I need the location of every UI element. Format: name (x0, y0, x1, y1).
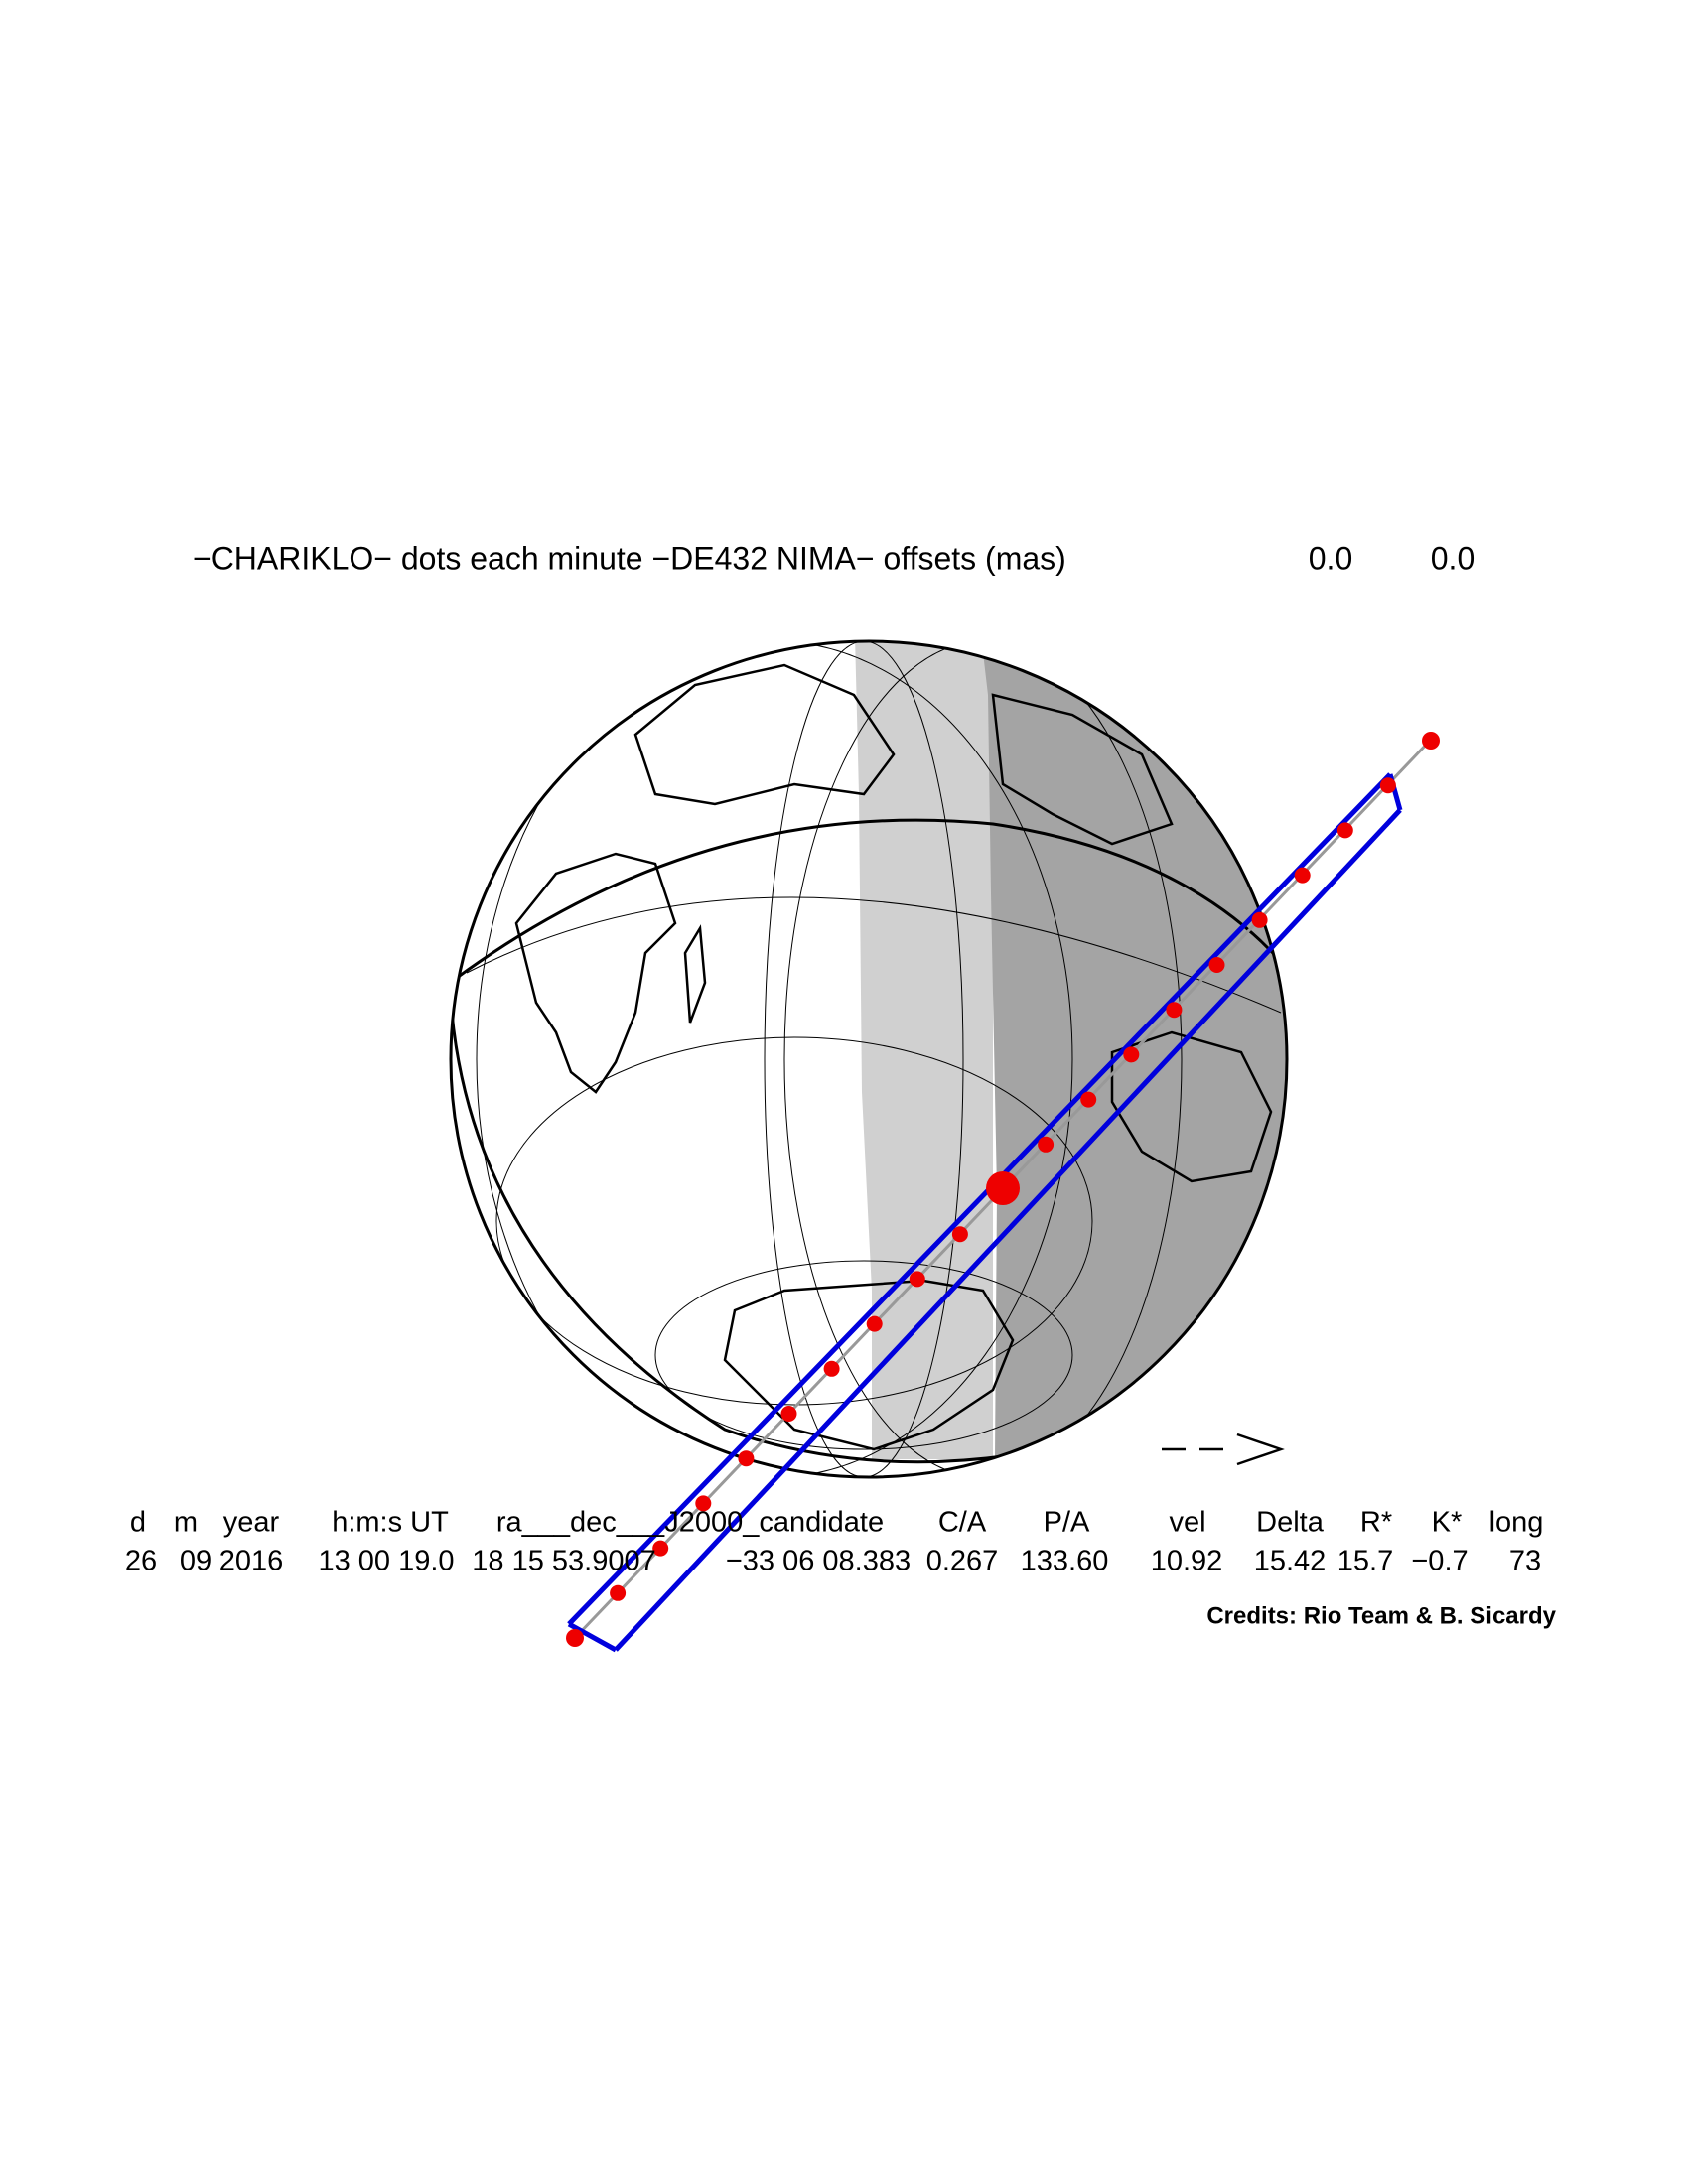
minute-dot (566, 1629, 584, 1647)
minute-dot (1294, 867, 1311, 884)
column-value: 15.7 (1337, 1546, 1393, 1577)
column-header: vel (1169, 1507, 1205, 1539)
minute-dot (695, 1495, 712, 1512)
minute-dot (866, 1315, 883, 1332)
column-header: ra___dec___J2000_candidate (496, 1507, 884, 1539)
minute-dot (1336, 822, 1353, 839)
globe (449, 639, 1289, 1479)
credits: Credits: Rio Team & B. Sicardy (1206, 1602, 1556, 1629)
minute-dot (1379, 777, 1396, 794)
minute-dot (652, 1540, 669, 1557)
column-header: year (223, 1507, 280, 1539)
minute-dot (738, 1450, 755, 1467)
column-value: 09 (180, 1546, 211, 1577)
shadow-path (566, 732, 1440, 1653)
column-value: 133.60 (1021, 1546, 1109, 1577)
column-value: 18 15 53.9007 (472, 1546, 655, 1577)
minute-dot (1123, 1046, 1140, 1063)
minute-dot (1166, 1002, 1183, 1019)
column-header: m (174, 1507, 198, 1539)
column-value: −33 06 08.383 (726, 1546, 911, 1577)
minute-dot (610, 1584, 627, 1601)
event-table: d m year h:m:s UT ra___dec___J2000_candidate… (125, 1507, 1544, 1577)
column-header: K* (1432, 1507, 1463, 1539)
minute-dot (823, 1360, 840, 1377)
column-header: d (130, 1507, 146, 1539)
minute-dot (780, 1406, 797, 1422)
column-value: 73 (1509, 1546, 1541, 1577)
minute-dot (1422, 732, 1440, 750)
column-value: 26 (125, 1546, 157, 1577)
column-header: C/A (938, 1507, 987, 1539)
direction-arrow (1162, 1433, 1285, 1466)
column-header: h:m:s UT (332, 1507, 449, 1539)
column-header: long (1489, 1507, 1544, 1539)
map-title: −CHARIKLO− dots each minute −DE432 NIMA−… (193, 540, 1066, 576)
column-value: −0.7 (1411, 1546, 1468, 1577)
column-value: 2016 (219, 1546, 284, 1577)
column-value: 15.42 (1254, 1546, 1327, 1577)
column-value: 13 00 19.0 (318, 1546, 454, 1577)
column-header: Delta (1256, 1507, 1325, 1539)
minute-dot (1038, 1136, 1055, 1153)
minute-dot (909, 1271, 925, 1288)
central-instant (986, 1171, 1020, 1205)
column-header: P/A (1044, 1507, 1090, 1539)
offset-value: 0.0 (1431, 540, 1475, 576)
offset-value: 0.0 (1309, 540, 1352, 576)
minute-dot (1251, 911, 1268, 928)
column-header: R* (1360, 1507, 1392, 1539)
minute-dot (1208, 957, 1225, 973)
minute-dot (951, 1226, 968, 1243)
column-value: 10.92 (1151, 1546, 1223, 1577)
minute-dot (1080, 1091, 1097, 1108)
column-value: 0.267 (926, 1546, 999, 1577)
